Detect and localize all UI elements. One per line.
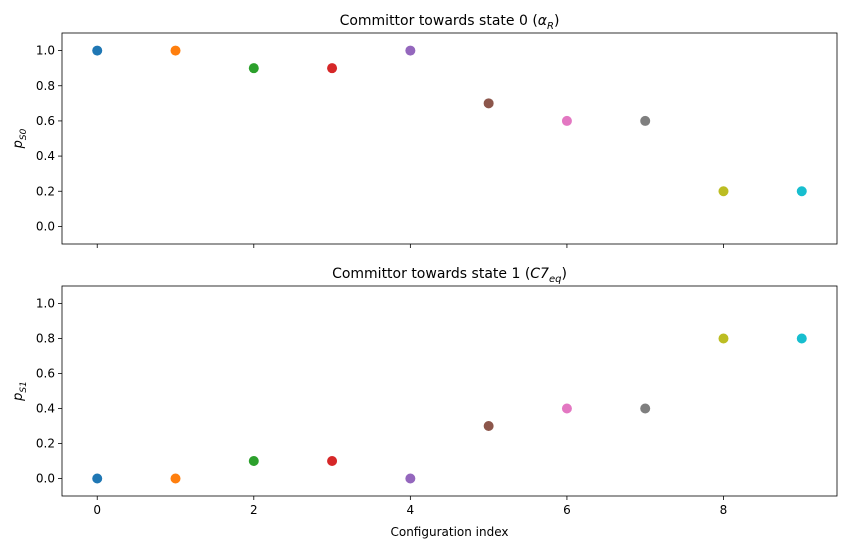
plot-frame (61, 285, 838, 497)
chart-title-math: α (538, 13, 548, 29)
panel-1: Committor towards state 1 (C7eq) pS1 0.0 0.… (11, 266, 838, 539)
chart-title-subscript: eq (549, 274, 562, 285)
chart-title: Committor towards state 1 (C7eq) (332, 266, 567, 285)
chart-title-math: C7 (530, 266, 549, 282)
data-point (718, 333, 729, 344)
data-point (92, 473, 103, 484)
x-axis-label: Configuration index (390, 525, 508, 539)
y-tick-label: 1.0 (36, 44, 55, 58)
data-point (327, 456, 338, 466)
data-point (170, 473, 181, 484)
x-tick-label: 0 (93, 503, 101, 517)
data-point (640, 403, 651, 414)
data-point (405, 45, 416, 56)
data-point (796, 186, 807, 197)
data-point (561, 403, 572, 414)
chart-title-suffix: ) (561, 266, 566, 282)
chart-title-text: Committor towards state 0 ( (340, 13, 538, 29)
y-tick-label: 0.2 (36, 437, 55, 451)
y-tick-label: 1.0 (36, 297, 55, 311)
data-point (248, 63, 259, 74)
y-tick-label: 0.6 (36, 367, 55, 381)
x-tick-label: 4 (407, 503, 415, 517)
data-point (405, 473, 416, 484)
y-axis-label: pS1 (11, 381, 29, 402)
data-point (561, 115, 572, 126)
y-axis-label: pS0 (11, 128, 29, 149)
x-tick-label: 2 (250, 503, 258, 517)
y-tick-label: 0.2 (36, 184, 55, 198)
y-tick-label: 0.4 (36, 149, 55, 163)
chart-title: Committor towards state 0 (αR) (340, 13, 560, 32)
chart-title-text: Committor towards state 1 ( (332, 266, 530, 282)
y-tick-label: 0.8 (36, 79, 55, 93)
data-point (92, 45, 103, 56)
panel-0: Committor towards state 0 (αR) pS0 0.0 0.2 0… (11, 13, 838, 248)
data-point (483, 421, 494, 431)
y-tick-label: 0.4 (36, 402, 55, 416)
data-point (640, 115, 651, 126)
data-point (483, 98, 494, 109)
chart-title-suffix: ) (554, 13, 559, 29)
y-tick-label: 0.6 (36, 114, 55, 128)
x-tick-label: 8 (720, 503, 728, 517)
y-tick-label: 0.8 (36, 332, 55, 346)
data-point (170, 45, 181, 56)
plot-frame (61, 32, 838, 245)
chart-title-subscript: R (547, 21, 554, 32)
data-point (718, 186, 729, 197)
y-tick-label: 0.0 (36, 219, 55, 233)
y-tick-label: 0.0 (36, 472, 55, 486)
x-tick-label: 6 (563, 503, 571, 517)
data-point (796, 333, 807, 344)
data-point (327, 63, 338, 74)
data-point (248, 456, 259, 466)
